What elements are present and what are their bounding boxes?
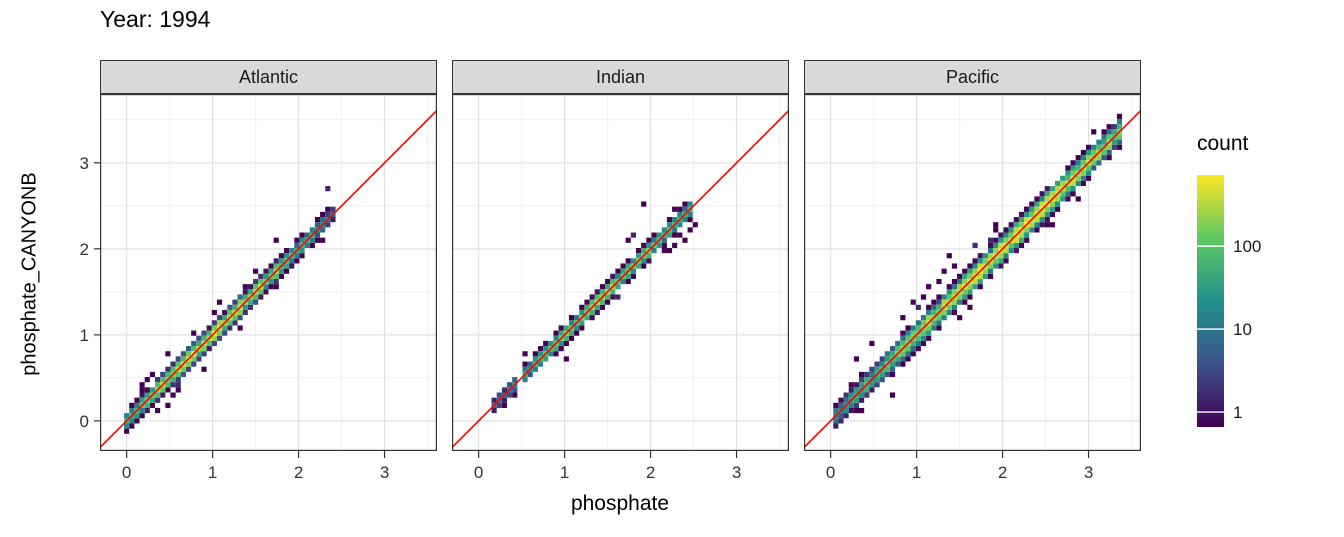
legend-colorbar: 1 10 100 bbox=[1197, 175, 1261, 427]
facet-strip-pacific: Pacific bbox=[804, 60, 1141, 94]
svg-text:100: 100 bbox=[1233, 237, 1261, 256]
svg-text:2: 2 bbox=[80, 240, 89, 259]
svg-text:3: 3 bbox=[1084, 463, 1093, 482]
facet-indian: Indian 0 1 2 3 bbox=[452, 60, 789, 491]
x-axis-title: phosphate bbox=[570, 492, 670, 515]
plot-title: Year: 1994 bbox=[100, 6, 211, 32]
panel-atlantic: 0 1 2 3 bbox=[100, 94, 437, 482]
svg-text:2: 2 bbox=[294, 463, 303, 482]
facet-label: Pacific bbox=[945, 66, 999, 87]
svg-text:0: 0 bbox=[80, 412, 89, 431]
svg-text:1: 1 bbox=[1233, 403, 1242, 422]
svg-text:1: 1 bbox=[560, 463, 569, 482]
facet-atlantic: Atlantic 0 1 2 3 bbox=[100, 60, 437, 491]
svg-text:3: 3 bbox=[732, 463, 741, 482]
svg-text:3: 3 bbox=[380, 463, 389, 482]
facet-strip-atlantic: Atlantic bbox=[100, 60, 437, 94]
facet-pacific: Pacific 0 1 2 3 bbox=[804, 60, 1141, 491]
y-axis-title: phosphate_CANYONB bbox=[18, 172, 41, 376]
svg-text:2: 2 bbox=[646, 463, 655, 482]
svg-text:1: 1 bbox=[80, 326, 89, 345]
svg-text:10: 10 bbox=[1233, 320, 1252, 339]
svg-text:1: 1 bbox=[912, 463, 921, 482]
y-axis-ticks: 0 1 2 3 bbox=[80, 154, 100, 431]
svg-text:3: 3 bbox=[80, 154, 89, 173]
facet-strip-indian: Indian bbox=[452, 60, 789, 94]
legend-title: count bbox=[1197, 132, 1249, 155]
panel-indian: 0 1 2 3 bbox=[452, 94, 789, 482]
svg-text:2: 2 bbox=[998, 463, 1007, 482]
svg-text:1: 1 bbox=[208, 463, 217, 482]
facet-label: Indian bbox=[595, 66, 646, 87]
facet-label: Atlantic bbox=[238, 66, 299, 87]
svg-text:0: 0 bbox=[826, 463, 835, 482]
svg-text:0: 0 bbox=[474, 463, 483, 482]
svg-text:0: 0 bbox=[122, 463, 131, 482]
panel-pacific: 0 1 2 3 bbox=[804, 94, 1141, 482]
